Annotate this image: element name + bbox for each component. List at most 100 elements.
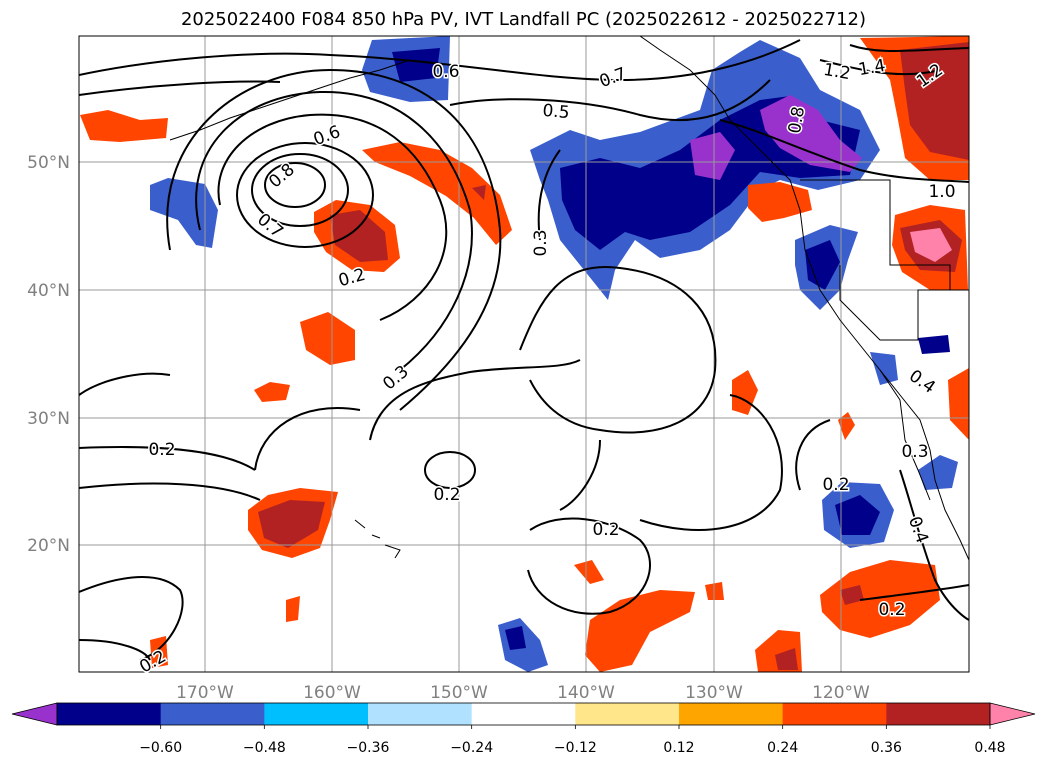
contour-line [424, 451, 476, 489]
positive-anomaly-region [820, 560, 940, 638]
contour-line [236, 142, 374, 248]
contour-line [79, 39, 801, 82]
state-border [839, 265, 969, 341]
contour-label: 0.2 [878, 600, 905, 620]
contour-line [254, 407, 361, 471]
contour-label: 0.3 [531, 229, 551, 256]
colorbar-tick-label: −0.12 [554, 740, 597, 756]
contour-label: 0.2 [148, 440, 175, 460]
latitude-tick-label: 30°N [27, 409, 70, 429]
contour-label: 1.0 [928, 182, 955, 202]
contour-line [819, 59, 941, 76]
positive-anomaly-region [900, 42, 969, 160]
north-america-coast [639, 36, 969, 561]
contour-line [449, 79, 771, 122]
negative-anomaly-region [505, 626, 526, 650]
contour-line [79, 576, 184, 661]
graticule [79, 36, 969, 672]
longitude-tick-label: 130°W [685, 683, 743, 703]
positive-anomaly-region [286, 596, 300, 622]
colorbar-extend-min [11, 702, 58, 726]
colorbar-tick-label: −0.48 [243, 740, 286, 756]
contour-label: 0.6 [432, 62, 459, 82]
colorbar-segment [264, 703, 369, 725]
positive-anomaly-region [330, 210, 388, 262]
hawaii-islands [354, 519, 401, 559]
colorbar-frame [56, 702, 991, 726]
contour-label: 0.2 [433, 485, 460, 505]
negative-anomaly-region [918, 335, 950, 354]
colorbar-segment [471, 703, 576, 725]
map-title: 2025022400 F084 850 hPa PV, IVT Landfall… [180, 9, 867, 30]
negative-anomaly-region [760, 95, 862, 172]
state-border [800, 179, 951, 290]
positive-anomaly-region [748, 182, 812, 222]
colorbar-tick-label: 0.24 [767, 740, 798, 756]
colorbar [11, 702, 1036, 726]
contour-line [79, 446, 256, 471]
baja-coast [879, 369, 931, 501]
colorbar-tick-labels: −0.60 −0.48 −0.36 −0.24 −0.12 0.12 0.24 0.36 0.4… [139, 725, 1006, 756]
colorbar-tick-label: 0.48 [974, 740, 1005, 756]
contour-line [369, 359, 581, 441]
colorbar-segment [57, 703, 162, 725]
contour-line [795, 419, 831, 491]
longitude-labels: 170°W 160°W 150°W 140°W 130°W 120°W [176, 683, 870, 703]
positive-anomaly-region [254, 382, 290, 402]
contour-line [849, 44, 969, 52]
positive-anomaly-region [300, 312, 355, 365]
colorbar-tick-label: 0.36 [871, 740, 902, 756]
colorbar-segment [886, 703, 991, 725]
latitude-labels: 50°N 40°N 30°N 20°N [27, 153, 70, 556]
positive-anomaly-region [840, 585, 864, 605]
positive-anomaly-region [362, 142, 512, 245]
longitude-tick-label: 140°W [557, 683, 615, 703]
contour-label: 0.2 [822, 475, 849, 495]
positive-anomaly-region [472, 185, 486, 200]
contour-line [79, 639, 151, 661]
colorbar-tick-label: −0.36 [347, 740, 390, 756]
negative-anomaly-region [690, 132, 735, 180]
contour-line [559, 439, 601, 511]
colorbar-tick-label: −0.60 [139, 740, 182, 756]
contour-line [195, 90, 473, 371]
contour-label: 1.2 [822, 60, 852, 84]
colorbar-segment [368, 703, 473, 725]
positive-anomaly-region [948, 368, 969, 440]
colorbar-extend-max [989, 702, 1036, 726]
contour-line [719, 119, 969, 183]
coastlines [169, 36, 969, 561]
longitude-tick-label: 120°W [812, 683, 870, 703]
contour-line [859, 584, 969, 601]
contour-label: 0.3 [901, 442, 928, 462]
negative-anomaly-region [918, 455, 958, 490]
contour-line [899, 469, 969, 621]
map-frame [78, 35, 970, 673]
latitude-tick-label: 20°N [27, 536, 70, 556]
positive-anomaly-region [80, 110, 168, 142]
contour-line [519, 265, 717, 434]
positive-anomaly-region [838, 412, 855, 440]
contour-line [537, 149, 561, 241]
contour-line [639, 394, 783, 531]
negative-anomaly-region [150, 178, 218, 248]
positive-anomaly-region [910, 228, 952, 262]
longitude-tick-label: 150°W [430, 683, 488, 703]
contour-label: 0.2 [592, 520, 619, 540]
contour-line [79, 80, 281, 96]
shading-layer [80, 36, 969, 672]
colorbar-segment [160, 703, 265, 725]
map-area [79, 36, 969, 672]
positive-anomaly-region [574, 560, 604, 584]
negative-anomaly-region [835, 495, 880, 535]
negative-anomaly-region [870, 352, 898, 385]
negative-anomaly-region [805, 240, 840, 290]
colorbar-segment [575, 703, 680, 725]
contour-line [251, 153, 349, 227]
contour-line [166, 68, 502, 411]
negative-anomaly-region [392, 48, 440, 82]
latitude-tick-label: 40°N [27, 281, 70, 301]
positive-anomaly-region [775, 648, 798, 670]
contour-line [79, 482, 261, 501]
contour-label: 0.5 [542, 101, 571, 123]
